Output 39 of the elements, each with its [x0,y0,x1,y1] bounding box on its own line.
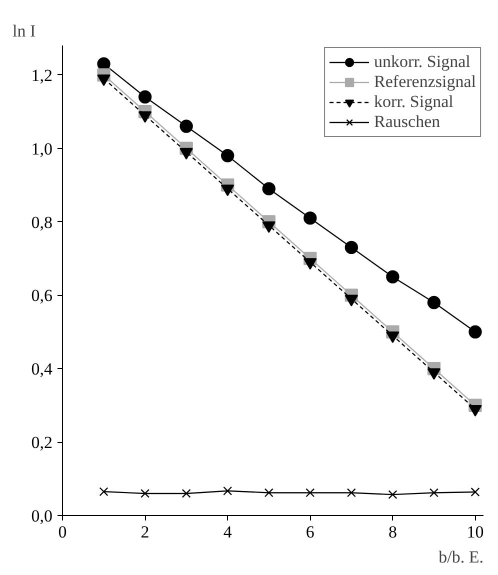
point [264,488,274,498]
legend-label: unkorr. Signal [374,52,470,72]
y-tick-label: 1,0 [31,139,52,158]
x-tick-label: 2 [140,522,150,542]
y-tick-label: 0,4 [31,360,53,379]
x-axis-title: b/b. E. [438,548,484,566]
point [468,325,482,338]
x-tick-label: 4 [223,522,232,542]
y-axis-title: ln I [12,22,36,40]
point [140,488,150,498]
point [429,488,438,498]
y-tick-label: 1,2 [31,66,52,85]
x-tick-label: 6 [306,522,314,542]
point [97,57,110,70]
x-tick-label: 8 [388,522,397,542]
point [386,270,400,284]
y-tick-label: 0,8 [31,212,52,232]
x-tick-label: 10 [466,522,484,542]
point [306,488,315,498]
point [470,488,480,496]
point [388,490,398,500]
point [221,149,234,162]
point [99,487,108,496]
y-tick-label: 0,0 [31,506,52,526]
y-tick-label: 0,6 [31,286,52,306]
point [346,488,356,498]
point [180,120,193,133]
legend-label: korr. Signal [374,92,454,112]
legend-label: Referenzsignal [374,72,476,92]
y-tick-label: 0,2 [31,433,52,452]
x-tick-label: 0 [58,522,67,542]
point [304,211,317,225]
point [138,90,152,104]
point [182,488,191,498]
legend-label: Rauschen [374,112,440,132]
point [262,182,276,196]
point [427,296,441,310]
point [344,240,358,254]
point [223,486,232,496]
